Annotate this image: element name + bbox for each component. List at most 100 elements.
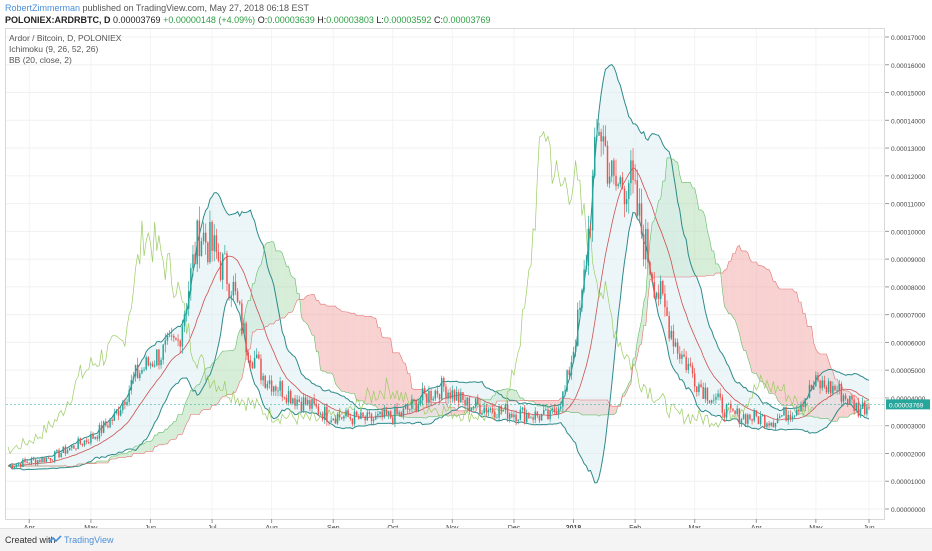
- cloud-segment: [284, 260, 286, 318]
- candle-body: [454, 390, 455, 400]
- cloud-segment: [724, 269, 726, 309]
- candle-body: [65, 447, 66, 454]
- candle-body: [815, 375, 816, 386]
- cloud-segment: [754, 262, 756, 373]
- candle-body: [522, 408, 523, 410]
- candle-body: [379, 412, 380, 414]
- cloud-segment: [170, 425, 172, 441]
- candle-body: [52, 461, 53, 462]
- candle-body: [413, 399, 414, 400]
- candle-body: [787, 415, 788, 421]
- candle-body: [537, 412, 538, 416]
- candle-body: [131, 380, 132, 390]
- candle-body: [749, 415, 750, 420]
- candle-body: [46, 458, 47, 462]
- candle-body: [441, 378, 442, 399]
- candle-body: [600, 132, 601, 141]
- candle-body: [50, 458, 51, 460]
- candle-body: [124, 402, 125, 405]
- candle-body: [705, 388, 706, 399]
- candle-body: [320, 414, 321, 415]
- y-tick-label: 0.00006000: [891, 340, 926, 347]
- price-chart[interactable]: 0.000170000.000160000.000150000.00014000…: [0, 0, 932, 528]
- candle-body: [156, 350, 157, 366]
- candle-body: [239, 302, 240, 304]
- cloud-segment: [520, 398, 522, 401]
- candle-body: [579, 308, 580, 310]
- cloud-segment: [510, 389, 512, 401]
- candle-body: [662, 281, 663, 294]
- candle-body: [626, 199, 627, 204]
- candle-body: [205, 233, 206, 243]
- candle-body: [103, 421, 104, 432]
- candle-body: [615, 176, 616, 186]
- cloud-segment: [340, 309, 342, 391]
- candle-body: [33, 459, 34, 460]
- cloud-segment: [389, 338, 391, 415]
- candle-body: [730, 404, 731, 409]
- cloud-segment: [306, 295, 308, 325]
- candle-body: [643, 234, 644, 259]
- cloud-segment: [282, 253, 284, 318]
- candle-body: [347, 410, 348, 417]
- candle-body: [35, 460, 36, 465]
- candle-body: [515, 415, 516, 421]
- candle-body: [250, 360, 251, 363]
- candle-body: [422, 388, 423, 400]
- candle-body: [794, 415, 795, 416]
- candle-body: [603, 136, 604, 141]
- candle-body: [630, 160, 631, 183]
- candle-body: [800, 405, 801, 411]
- cloud-segment: [129, 451, 131, 456]
- candle-body: [9, 465, 10, 466]
- legend-ichimoku[interactable]: Ichimoku (9, 26, 52, 26): [9, 44, 121, 55]
- cloud-segment: [180, 414, 182, 434]
- candle-body: [785, 407, 786, 420]
- tradingview-brand[interactable]: TradingView: [64, 535, 114, 545]
- candle-body: [286, 398, 287, 403]
- candle-body: [356, 412, 357, 416]
- cloud-segment: [159, 432, 161, 444]
- y-tick-label: 0.00008000: [891, 285, 926, 292]
- candle-body: [194, 254, 195, 264]
- cloud-segment: [329, 306, 331, 373]
- candle-body: [111, 420, 112, 421]
- candle-body: [209, 222, 210, 262]
- candle-body: [683, 355, 684, 357]
- candle-body: [14, 467, 15, 468]
- cloud-segment: [773, 282, 775, 395]
- candle-body: [328, 422, 329, 423]
- candle-body: [622, 177, 623, 188]
- candle-body: [624, 189, 625, 205]
- candle-body: [503, 410, 504, 411]
- candle-body: [566, 370, 567, 390]
- candle-body: [247, 352, 248, 360]
- candle-body: [490, 408, 491, 410]
- cloud-segment: [642, 302, 644, 344]
- cloud-segment: [291, 275, 293, 313]
- y-tick-label: 0.00009000: [891, 257, 926, 264]
- candle-body: [322, 414, 323, 420]
- cloud-segment: [514, 390, 516, 401]
- cloud-segment: [308, 295, 310, 330]
- cloud-segment: [727, 262, 729, 314]
- candle-body: [418, 404, 419, 412]
- cloud-segment: [231, 350, 233, 394]
- candle-body: [264, 376, 265, 388]
- candle-body: [632, 160, 633, 180]
- candle-body: [741, 419, 742, 424]
- candle-body: [299, 399, 300, 401]
- candle-body: [456, 392, 457, 401]
- candle-body: [307, 400, 308, 404]
- candle-body: [388, 411, 389, 415]
- candle-body: [69, 448, 70, 450]
- candle-body: [452, 390, 453, 398]
- cloud-segment: [233, 348, 235, 393]
- candle-body: [802, 405, 803, 407]
- legend-bb[interactable]: BB (20, close, 2): [9, 55, 121, 66]
- cloud-segment: [790, 289, 792, 406]
- candle-body: [507, 404, 508, 418]
- cloud-segment: [744, 251, 746, 350]
- cloud-segment: [792, 289, 794, 411]
- cloud-segment: [355, 313, 357, 401]
